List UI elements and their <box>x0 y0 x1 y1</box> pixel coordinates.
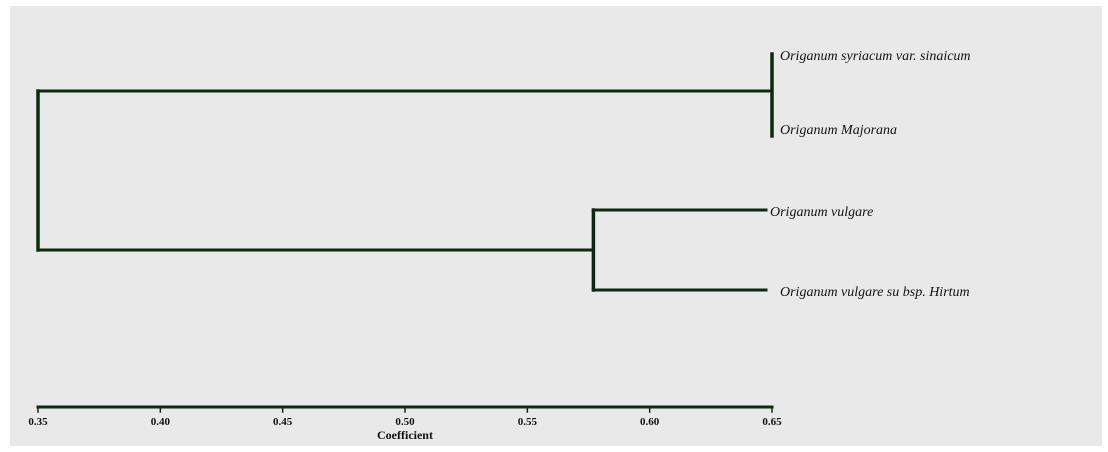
x-tick-label-2: 0.40 <box>151 416 171 428</box>
leaf-label-1: Origanum syriacum var. sinaicum <box>780 49 971 64</box>
x-tick-label-1: 0.35 <box>28 416 48 428</box>
leaf-label-2: Origanum Majorana <box>780 123 897 138</box>
x-axis-title: Coefficient <box>377 428 433 442</box>
x-tick-label-4: 0.50 <box>395 416 415 428</box>
chart-panel <box>10 6 1102 446</box>
x-tick-label-6: 0.60 <box>640 416 660 428</box>
x-tick-label-3: 0.45 <box>273 416 293 428</box>
leaf-label-4: Origanum vulgare su bsp. Hirtum <box>780 285 970 300</box>
x-tick-label-7: 0.65 <box>762 416 782 428</box>
x-tick-label-5: 0.55 <box>518 416 538 428</box>
leaf-label-3: Origanum vulgare <box>770 205 873 220</box>
